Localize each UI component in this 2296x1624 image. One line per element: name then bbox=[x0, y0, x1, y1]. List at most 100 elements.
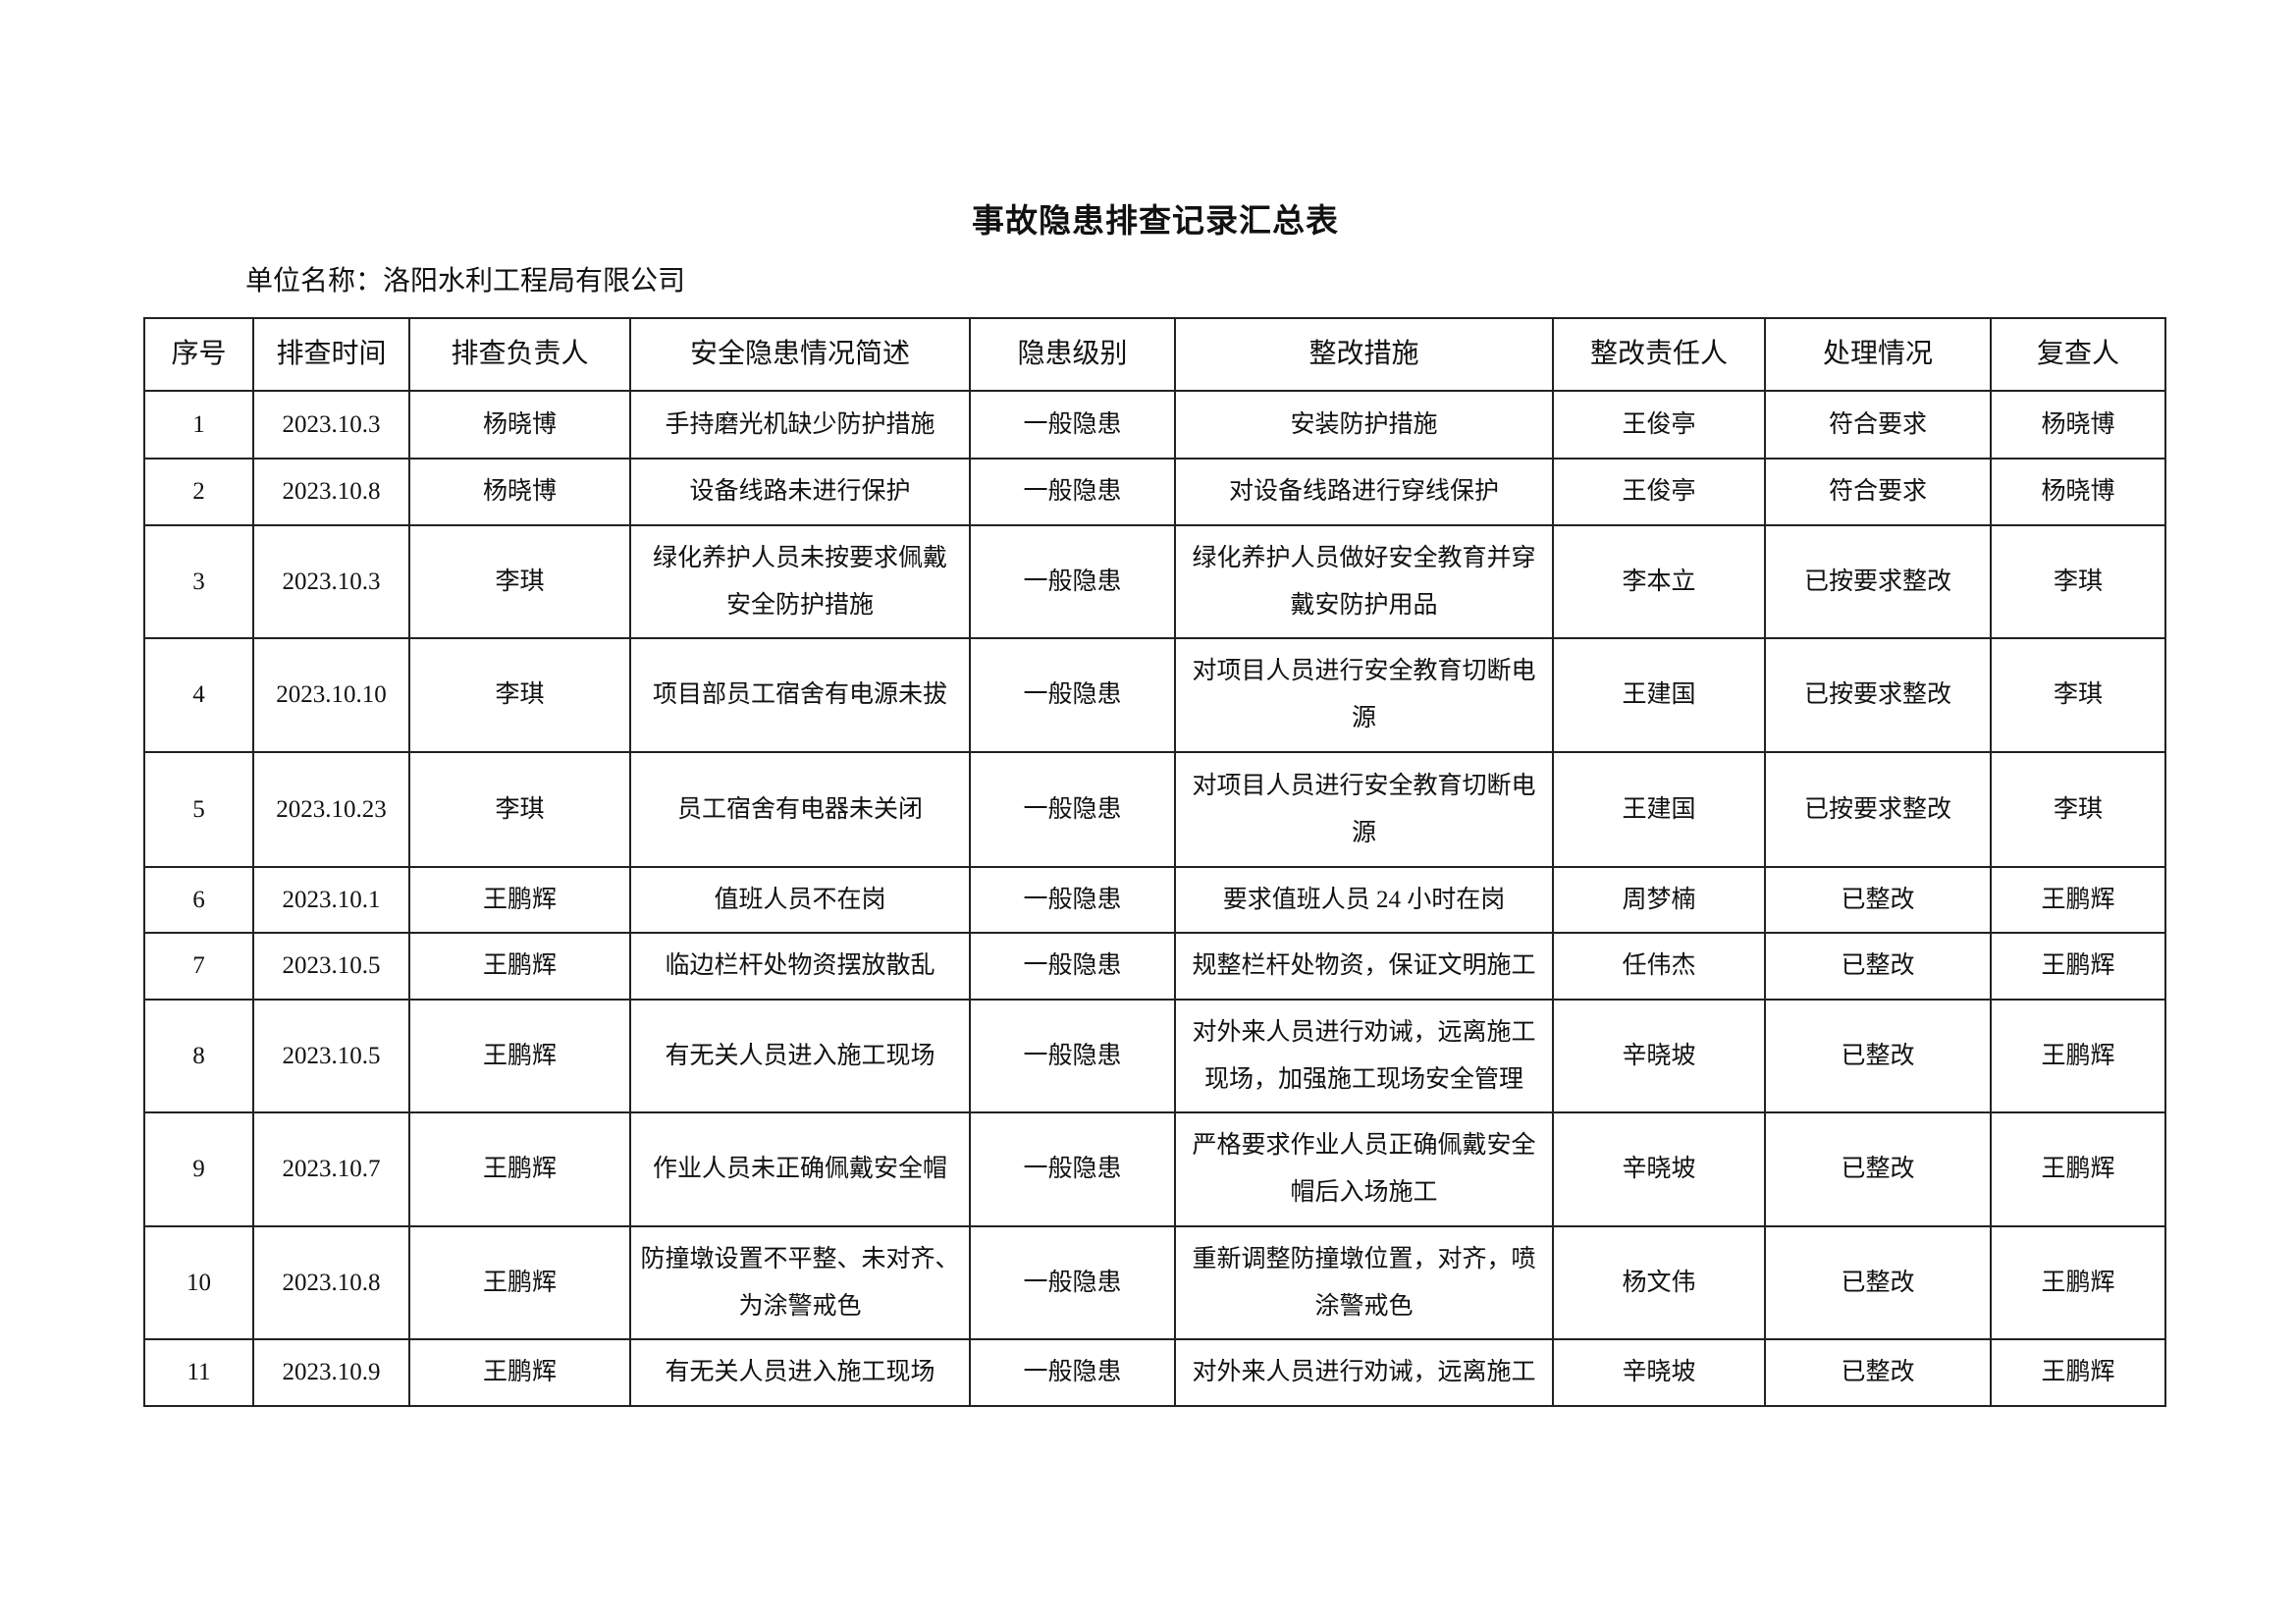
cell-responsible: 辛晓坡 bbox=[1552, 999, 1766, 1113]
header-inspector: 排查负责人 bbox=[408, 317, 631, 392]
cell-seq: 9 bbox=[143, 1111, 254, 1227]
table-row: 2 2023.10.8 杨晓博 设备线路未进行保护 一般隐患 对设备线路进行穿线保护 王俊亭… bbox=[143, 458, 2166, 526]
cell-seq: 11 bbox=[143, 1338, 254, 1407]
cell-description: 作业人员未正确佩戴安全帽 bbox=[629, 1111, 971, 1227]
cell-date: 2023.10.3 bbox=[252, 390, 410, 460]
cell-date: 2023.10.9 bbox=[252, 1338, 410, 1407]
document-title: 事故隐患排查记录汇总表 bbox=[972, 204, 1339, 240]
cell-description: 项目部员工宿舍有电源未拔 bbox=[629, 637, 971, 753]
cell-date: 2023.10.23 bbox=[252, 751, 410, 868]
cell-status: 已整改 bbox=[1764, 866, 1992, 934]
cell-reviewer: 王鹏辉 bbox=[1990, 1111, 2166, 1227]
cell-level: 一般隐患 bbox=[969, 999, 1176, 1113]
cell-responsible: 任伟杰 bbox=[1552, 932, 1766, 1001]
header-level: 隐患级别 bbox=[969, 317, 1176, 392]
cell-level: 一般隐患 bbox=[969, 524, 1176, 639]
cell-status: 已整改 bbox=[1764, 999, 1992, 1113]
cell-measures: 重新调整防撞墩位置，对齐，喷 涂警戒色 bbox=[1174, 1225, 1554, 1340]
cell-status: 已按要求整改 bbox=[1764, 751, 1992, 868]
cell-responsible: 杨文伟 bbox=[1552, 1225, 1766, 1340]
cell-status: 已整改 bbox=[1764, 932, 1992, 1001]
cell-seq: 6 bbox=[143, 866, 254, 934]
cell-inspector: 王鹏辉 bbox=[408, 1111, 631, 1227]
header-date: 排查时间 bbox=[252, 317, 410, 392]
table-header-row: 序号 排查时间 排查负责人 安全隐患情况简述 隐患级别 整改措施 整改责任人 处理情况 复查人 bbox=[143, 317, 2166, 392]
cell-seq: 3 bbox=[143, 524, 254, 639]
cell-reviewer: 王鹏辉 bbox=[1990, 866, 2166, 934]
cell-description: 设备线路未进行保护 bbox=[629, 458, 971, 526]
cell-measures: 对外来人员进行劝诫，远离施工 bbox=[1174, 1338, 1554, 1407]
cell-status: 已按要求整改 bbox=[1764, 524, 1992, 639]
table-row: 9 2023.10.7 王鹏辉 作业人员未正确佩戴安全帽 一般隐患 严格要求作业人员正确佩… bbox=[143, 1111, 2166, 1227]
cell-status: 已整改 bbox=[1764, 1225, 1992, 1340]
table-row: 11 2023.10.9 王鹏辉 有无关人员进入施工现场 一般隐患 对外来人员进行劝诫，远… bbox=[143, 1338, 2166, 1407]
cell-seq: 7 bbox=[143, 932, 254, 1001]
cell-responsible: 王建国 bbox=[1552, 751, 1766, 868]
cell-inspector: 王鹏辉 bbox=[408, 1338, 631, 1407]
header-status: 处理情况 bbox=[1764, 317, 1992, 392]
cell-inspector: 杨晓博 bbox=[408, 390, 631, 460]
cell-reviewer: 王鹏辉 bbox=[1990, 1338, 2166, 1407]
unit-name: 单位名称：洛阳水利工程局有限公司 bbox=[245, 266, 686, 297]
cell-level: 一般隐患 bbox=[969, 751, 1176, 868]
cell-level: 一般隐患 bbox=[969, 932, 1176, 1001]
cell-inspector: 杨晓博 bbox=[408, 458, 631, 526]
header-reviewer: 复查人 bbox=[1990, 317, 2166, 392]
cell-description: 绿化养护人员未按要求佩戴 安全防护措施 bbox=[629, 524, 971, 639]
table-row: 8 2023.10.5 王鹏辉 有无关人员进入施工现场 一般隐患 对外来人员进行劝诫，远离… bbox=[143, 999, 2166, 1113]
cell-reviewer: 李琪 bbox=[1990, 637, 2166, 753]
cell-measures: 绿化养护人员做好安全教育并穿 戴安防护用品 bbox=[1174, 524, 1554, 639]
cell-level: 一般隐患 bbox=[969, 1225, 1176, 1340]
cell-seq: 2 bbox=[143, 458, 254, 526]
cell-reviewer: 李琪 bbox=[1990, 524, 2166, 639]
cell-seq: 1 bbox=[143, 390, 254, 460]
cell-level: 一般隐患 bbox=[969, 1111, 1176, 1227]
cell-date: 2023.10.1 bbox=[252, 866, 410, 934]
cell-date: 2023.10.8 bbox=[252, 458, 410, 526]
header-measures: 整改措施 bbox=[1174, 317, 1554, 392]
cell-inspector: 李琪 bbox=[408, 524, 631, 639]
cell-seq: 4 bbox=[143, 637, 254, 753]
cell-reviewer: 杨晓博 bbox=[1990, 390, 2166, 460]
cell-level: 一般隐患 bbox=[969, 1338, 1176, 1407]
cell-inspector: 李琪 bbox=[408, 637, 631, 753]
cell-inspector: 王鹏辉 bbox=[408, 1225, 631, 1340]
cell-measures: 对项目人员进行安全教育切断电 源 bbox=[1174, 637, 1554, 753]
cell-date: 2023.10.5 bbox=[252, 999, 410, 1113]
cell-seq: 8 bbox=[143, 999, 254, 1113]
header-description: 安全隐患情况简述 bbox=[629, 317, 971, 392]
table-row: 7 2023.10.5 王鹏辉 临边栏杆处物资摆放散乱 一般隐患 规整栏杆处物资，保证文明… bbox=[143, 932, 2166, 1001]
cell-inspector: 李琪 bbox=[408, 751, 631, 868]
cell-measures: 对项目人员进行安全教育切断电 源 bbox=[1174, 751, 1554, 868]
table-row: 6 2023.10.1 王鹏辉 值班人员不在岗 一般隐患 要求值班人员 24 小时在岗 周梦… bbox=[143, 866, 2166, 934]
cell-date: 2023.10.8 bbox=[252, 1225, 410, 1340]
cell-reviewer: 王鹏辉 bbox=[1990, 1225, 2166, 1340]
cell-description: 临边栏杆处物资摆放散乱 bbox=[629, 932, 971, 1001]
cell-measures: 要求值班人员 24 小时在岗 bbox=[1174, 866, 1554, 934]
cell-date: 2023.10.3 bbox=[252, 524, 410, 639]
header-responsible: 整改责任人 bbox=[1552, 317, 1766, 392]
cell-measures: 对外来人员进行劝诫，远离施工 现场，加强施工现场安全管理 bbox=[1174, 999, 1554, 1113]
cell-status: 已整改 bbox=[1764, 1111, 1992, 1227]
cell-description: 有无关人员进入施工现场 bbox=[629, 999, 971, 1113]
cell-measures: 对设备线路进行穿线保护 bbox=[1174, 458, 1554, 526]
cell-status: 符合要求 bbox=[1764, 458, 1992, 526]
cell-date: 2023.10.7 bbox=[252, 1111, 410, 1227]
cell-responsible: 辛晓坡 bbox=[1552, 1111, 1766, 1227]
cell-responsible: 王俊亭 bbox=[1552, 390, 1766, 460]
cell-reviewer: 杨晓博 bbox=[1990, 458, 2166, 526]
hazard-record-table: 序号 排查时间 排查负责人 安全隐患情况简述 隐患级别 整改措施 整改责任人 处理情况 复查人 … bbox=[143, 317, 2166, 1407]
cell-responsible: 李本立 bbox=[1552, 524, 1766, 639]
cell-description: 防撞墩设置不平整、未对齐、 为涂警戒色 bbox=[629, 1225, 971, 1340]
cell-status: 已整改 bbox=[1764, 1338, 1992, 1407]
cell-level: 一般隐患 bbox=[969, 637, 1176, 753]
cell-level: 一般隐患 bbox=[969, 866, 1176, 934]
cell-reviewer: 王鹏辉 bbox=[1990, 932, 2166, 1001]
cell-description: 值班人员不在岗 bbox=[629, 866, 971, 934]
table-row: 3 2023.10.3 李琪 绿化养护人员未按要求佩戴 安全防护措施 一般隐患 绿化养护人… bbox=[143, 524, 2166, 639]
cell-description: 有无关人员进入施工现场 bbox=[629, 1338, 971, 1407]
cell-inspector: 王鹏辉 bbox=[408, 932, 631, 1001]
cell-date: 2023.10.5 bbox=[252, 932, 410, 1001]
table-row: 1 2023.10.3 杨晓博 手持磨光机缺少防护措施 一般隐患 安装防护措施 王俊亭 符合要… bbox=[143, 390, 2166, 460]
table-row: 4 2023.10.10 李琪 项目部员工宿舍有电源未拔 一般隐患 对项目人员进行安全教育… bbox=[143, 637, 2166, 753]
